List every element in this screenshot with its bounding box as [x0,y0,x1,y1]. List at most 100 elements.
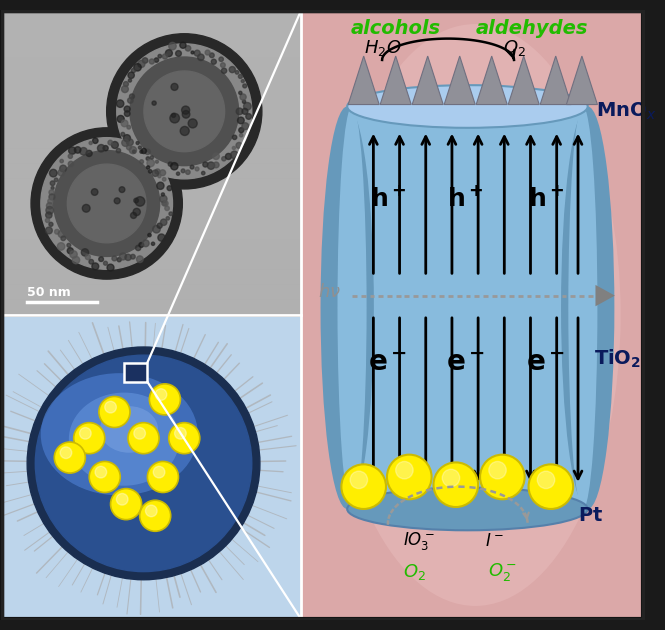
Circle shape [74,147,81,153]
Circle shape [61,236,66,241]
Circle shape [49,169,57,177]
Polygon shape [508,56,539,105]
Circle shape [81,249,88,256]
Circle shape [112,256,117,261]
Circle shape [221,157,226,161]
Text: $\mathbf{e^-}$: $\mathbf{e^-}$ [446,350,485,377]
Circle shape [231,151,238,159]
Bar [2,178,301,194]
Polygon shape [540,56,571,105]
Polygon shape [412,56,443,105]
Circle shape [155,169,160,174]
Circle shape [350,471,368,489]
Circle shape [68,154,72,158]
Circle shape [60,159,63,163]
Circle shape [167,186,172,191]
Circle shape [58,169,65,176]
Circle shape [341,464,386,509]
Circle shape [47,203,53,209]
Circle shape [150,384,180,415]
Text: $\mathbf{e^-}$: $\mathbf{e^-}$ [527,350,565,377]
Circle shape [48,198,53,204]
Circle shape [207,162,215,169]
Circle shape [128,72,134,79]
Circle shape [46,207,54,214]
Circle shape [198,54,204,60]
Circle shape [104,261,108,265]
Circle shape [131,69,136,72]
Circle shape [203,162,208,167]
Circle shape [480,455,525,499]
Circle shape [442,469,460,486]
Circle shape [67,248,73,254]
Circle shape [95,466,106,478]
Circle shape [160,219,167,226]
Circle shape [158,234,165,241]
Circle shape [434,462,478,507]
Circle shape [219,57,223,62]
Text: $\mathbf{MnO_{\it{x}}}$: $\mathbf{MnO_{\it{x}}}$ [597,101,656,122]
Bar [2,317,301,619]
Circle shape [241,79,244,83]
Circle shape [49,194,55,200]
Circle shape [92,138,98,144]
Circle shape [154,58,159,62]
Circle shape [133,209,140,215]
Circle shape [148,233,151,237]
Circle shape [162,178,166,181]
Circle shape [99,257,104,261]
Ellipse shape [347,488,588,530]
Circle shape [171,163,178,170]
Circle shape [205,50,210,55]
Circle shape [155,389,167,400]
Circle shape [89,141,92,144]
Circle shape [51,181,55,186]
Circle shape [225,153,231,159]
Circle shape [246,113,251,119]
Circle shape [103,146,108,151]
Circle shape [89,461,120,493]
Circle shape [160,195,167,203]
Ellipse shape [338,106,366,509]
Bar [2,11,301,315]
Circle shape [165,206,170,210]
Circle shape [150,59,154,64]
Circle shape [117,115,124,122]
Ellipse shape [41,373,198,495]
Circle shape [45,218,50,222]
Text: $IO_3^-$: $IO_3^-$ [403,530,435,552]
Circle shape [145,149,150,154]
Circle shape [72,256,80,264]
Circle shape [140,160,144,164]
Circle shape [180,42,186,49]
Circle shape [190,165,194,169]
Bar [2,224,301,239]
Circle shape [162,193,164,196]
Circle shape [158,54,162,58]
Bar [2,193,301,209]
Circle shape [194,50,200,56]
Circle shape [86,151,92,156]
Circle shape [126,139,133,146]
Circle shape [57,243,65,250]
Circle shape [158,175,161,178]
Bar [2,103,301,118]
Bar [2,254,301,270]
Circle shape [396,461,413,479]
Circle shape [148,461,178,493]
Circle shape [213,162,219,168]
Circle shape [236,108,243,115]
Circle shape [139,243,144,248]
Circle shape [45,227,53,234]
Circle shape [130,94,134,99]
Circle shape [85,255,90,260]
Bar [2,42,301,58]
Circle shape [138,60,145,67]
Circle shape [232,146,235,149]
Circle shape [239,134,243,137]
Circle shape [175,428,186,439]
Circle shape [171,83,178,91]
Circle shape [221,68,227,73]
Circle shape [166,50,172,57]
Circle shape [92,263,99,270]
